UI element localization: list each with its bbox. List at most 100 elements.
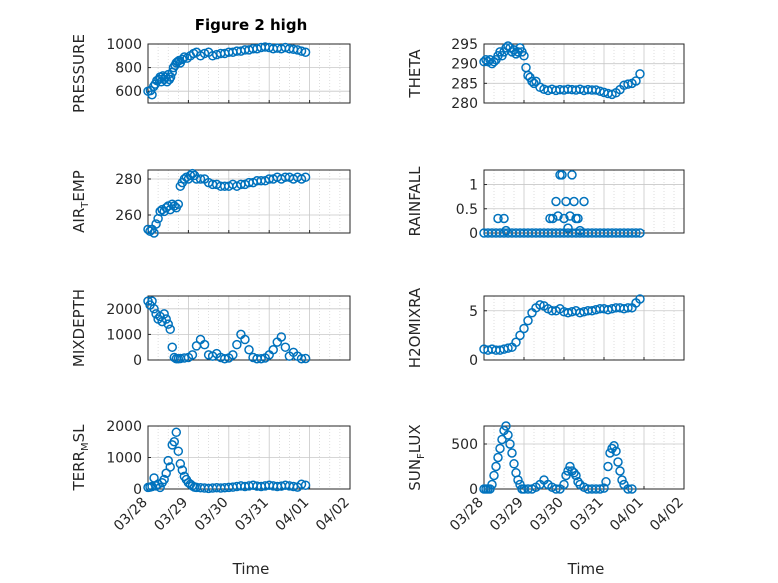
data-point [280, 342, 291, 352]
data-point [605, 448, 615, 458]
y-axis-label: SUNFLUX [406, 424, 427, 490]
data-point [173, 446, 184, 456]
data-point [161, 314, 171, 324]
data-point [163, 319, 173, 329]
data-point [195, 174, 206, 184]
y-tick-label: 280 [115, 172, 142, 188]
y-tick-label: 1000 [106, 451, 142, 467]
data-point [617, 475, 627, 485]
data-point [165, 72, 176, 82]
data-point [485, 484, 495, 494]
data-point [155, 482, 165, 493]
data-point [167, 342, 177, 352]
data-point [505, 439, 515, 449]
y-tick-label: 290 [451, 57, 478, 73]
data-point [495, 443, 505, 454]
data-point [151, 219, 161, 229]
data-point [177, 54, 188, 65]
y-tick-label: 0 [133, 353, 142, 369]
data-point [296, 46, 307, 56]
data-point [575, 225, 585, 236]
data-point [609, 441, 619, 451]
data-point [169, 352, 180, 363]
panel-rainfall: 0 0.5 1 RAINFALL [406, 166, 685, 242]
data-point [159, 309, 169, 319]
data-point [159, 474, 169, 485]
data-point [615, 466, 625, 476]
data-point [149, 228, 159, 238]
data-point [173, 199, 184, 209]
data-point [623, 303, 633, 313]
data-point [163, 455, 173, 466]
data-point [627, 484, 637, 494]
data-point [561, 470, 571, 481]
data-point [169, 437, 180, 447]
y-tick-label: 280 [451, 96, 478, 112]
data-point [220, 353, 230, 364]
data-point [244, 345, 254, 355]
y-axis-label: PRESSURE [70, 34, 88, 113]
data-point [240, 334, 250, 345]
y-tick-label: 0 [469, 482, 478, 498]
data-point [559, 213, 569, 224]
axes-box [147, 43, 351, 104]
data-point [493, 452, 503, 463]
y-tick-label: 285 [451, 76, 478, 92]
data-point [623, 79, 633, 89]
data-point [175, 459, 186, 469]
data-point [523, 315, 533, 326]
data-point [487, 479, 497, 490]
data-point [553, 211, 563, 221]
data-point [569, 468, 579, 478]
data-point [507, 448, 517, 458]
data-point [296, 479, 307, 490]
y-tick-label: 2000 [106, 302, 142, 318]
data-point [509, 459, 519, 469]
data-point [187, 350, 198, 360]
data-point [601, 477, 611, 487]
x-axis-label: Time [567, 560, 605, 578]
data-point [519, 51, 529, 61]
y-tick-label: 0 [469, 226, 478, 242]
y-tick-label: 2000 [106, 419, 142, 435]
panel-h2omixra: 0 5 H2OMIXRA [406, 287, 685, 369]
data-point [599, 483, 609, 493]
data-point [276, 332, 287, 342]
data-point [535, 300, 545, 310]
data-point [177, 465, 188, 475]
y-tick-label: 500 [451, 437, 478, 453]
data-point [171, 427, 182, 438]
data-point [149, 304, 159, 314]
data-point [563, 223, 573, 233]
y-tick-label: 1 [469, 178, 478, 194]
data-point [199, 339, 210, 350]
data-point [595, 484, 605, 494]
data-point [611, 446, 621, 456]
data-point [635, 228, 645, 238]
data-point [563, 466, 573, 476]
data-point [579, 196, 589, 207]
axes-box [483, 43, 685, 104]
data-point [256, 353, 266, 364]
y-tick-label: 0 [133, 482, 142, 498]
panel-air-temp: 260 280 AIRTEMP [70, 168, 351, 238]
y-tick-label: 1000 [106, 37, 142, 53]
data-point [519, 323, 529, 334]
axes-box [483, 295, 685, 361]
data-point [551, 196, 561, 207]
data-point [489, 470, 499, 481]
y-axis-label: THETA [406, 49, 424, 99]
data-point [501, 225, 511, 236]
axes-box [147, 169, 351, 234]
y-tick-label: 800 [115, 61, 142, 77]
y-axis-label: TERRMSL [70, 424, 91, 492]
data-point [548, 213, 558, 224]
y-tick-label: 5 [469, 304, 478, 320]
data-point [513, 475, 523, 485]
data-point [296, 353, 307, 364]
data-point [165, 462, 175, 472]
panel-mixdepth: 0 1000 2000 MIXDEPTH [70, 289, 351, 369]
data-point [300, 47, 311, 58]
y-axis-label: H2OMIXRA [406, 287, 424, 368]
